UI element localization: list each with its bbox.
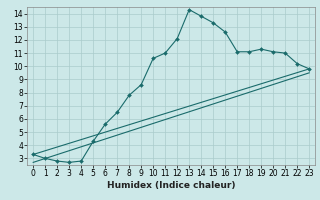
X-axis label: Humidex (Indice chaleur): Humidex (Indice chaleur) bbox=[107, 181, 236, 190]
